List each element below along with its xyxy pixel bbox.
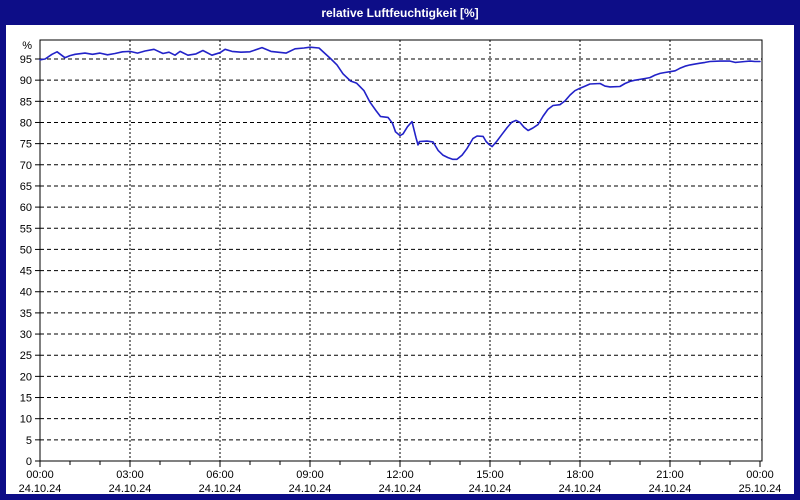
x-date-label: 24.10.24: [379, 483, 422, 495]
x-time-label: 03:00: [116, 469, 144, 481]
y-tick-label: 10: [20, 414, 32, 426]
x-time-label: 00:00: [26, 469, 54, 481]
y-tick-label: 55: [20, 223, 32, 235]
y-tick-label: 5: [26, 435, 32, 447]
x-time-label: 00:00: [746, 469, 774, 481]
y-tick-label: 60: [20, 202, 32, 214]
y-tick-label: 95: [20, 54, 32, 66]
y-tick-label: 25: [20, 350, 32, 362]
humidity-series-line: [39, 46, 761, 161]
y-tick-label: 20: [20, 371, 32, 383]
x-time-label: 12:00: [386, 469, 414, 481]
y-tick-label: 70: [20, 160, 32, 172]
y-tick-label: 30: [20, 329, 32, 341]
y-axis-unit-label: %: [22, 40, 32, 52]
plot-border: [39, 39, 763, 462]
x-date-label: 24.10.24: [109, 483, 152, 495]
x-date-label: 25.10.24: [739, 483, 782, 495]
x-time-label: 21:00: [656, 469, 684, 481]
x-time-label: 18:00: [566, 469, 594, 481]
x-date-label: 24.10.24: [199, 483, 242, 495]
x-date-label: 24.10.24: [559, 483, 602, 495]
y-tick-label: 45: [20, 266, 32, 278]
y-tick-label: 85: [20, 96, 32, 108]
y-tick-label: 50: [20, 244, 32, 256]
x-date-label: 24.10.24: [19, 483, 62, 495]
y-tick-label: 0: [26, 456, 32, 468]
x-time-label: 09:00: [296, 469, 324, 481]
y-tick-label: 35: [20, 308, 32, 320]
y-tick-label: 90: [20, 75, 32, 87]
x-date-label: 24.10.24: [289, 483, 332, 495]
x-date-label: 24.10.24: [469, 483, 512, 495]
x-time-label: 15:00: [476, 469, 504, 481]
y-tick-label: 80: [20, 117, 32, 129]
title-bar: relative Luftfeuchtigkeit [%]: [0, 0, 800, 25]
chart-title: relative Luftfeuchtigkeit [%]: [321, 5, 479, 20]
x-date-label: 24.10.24: [649, 483, 692, 495]
chart-canvas: [6, 25, 794, 494]
x-time-label: 06:00: [206, 469, 234, 481]
y-tick-label: 40: [20, 287, 32, 299]
y-tick-label: 65: [20, 181, 32, 193]
y-tick-label: 15: [20, 393, 32, 405]
y-tick-label: 75: [20, 139, 32, 151]
